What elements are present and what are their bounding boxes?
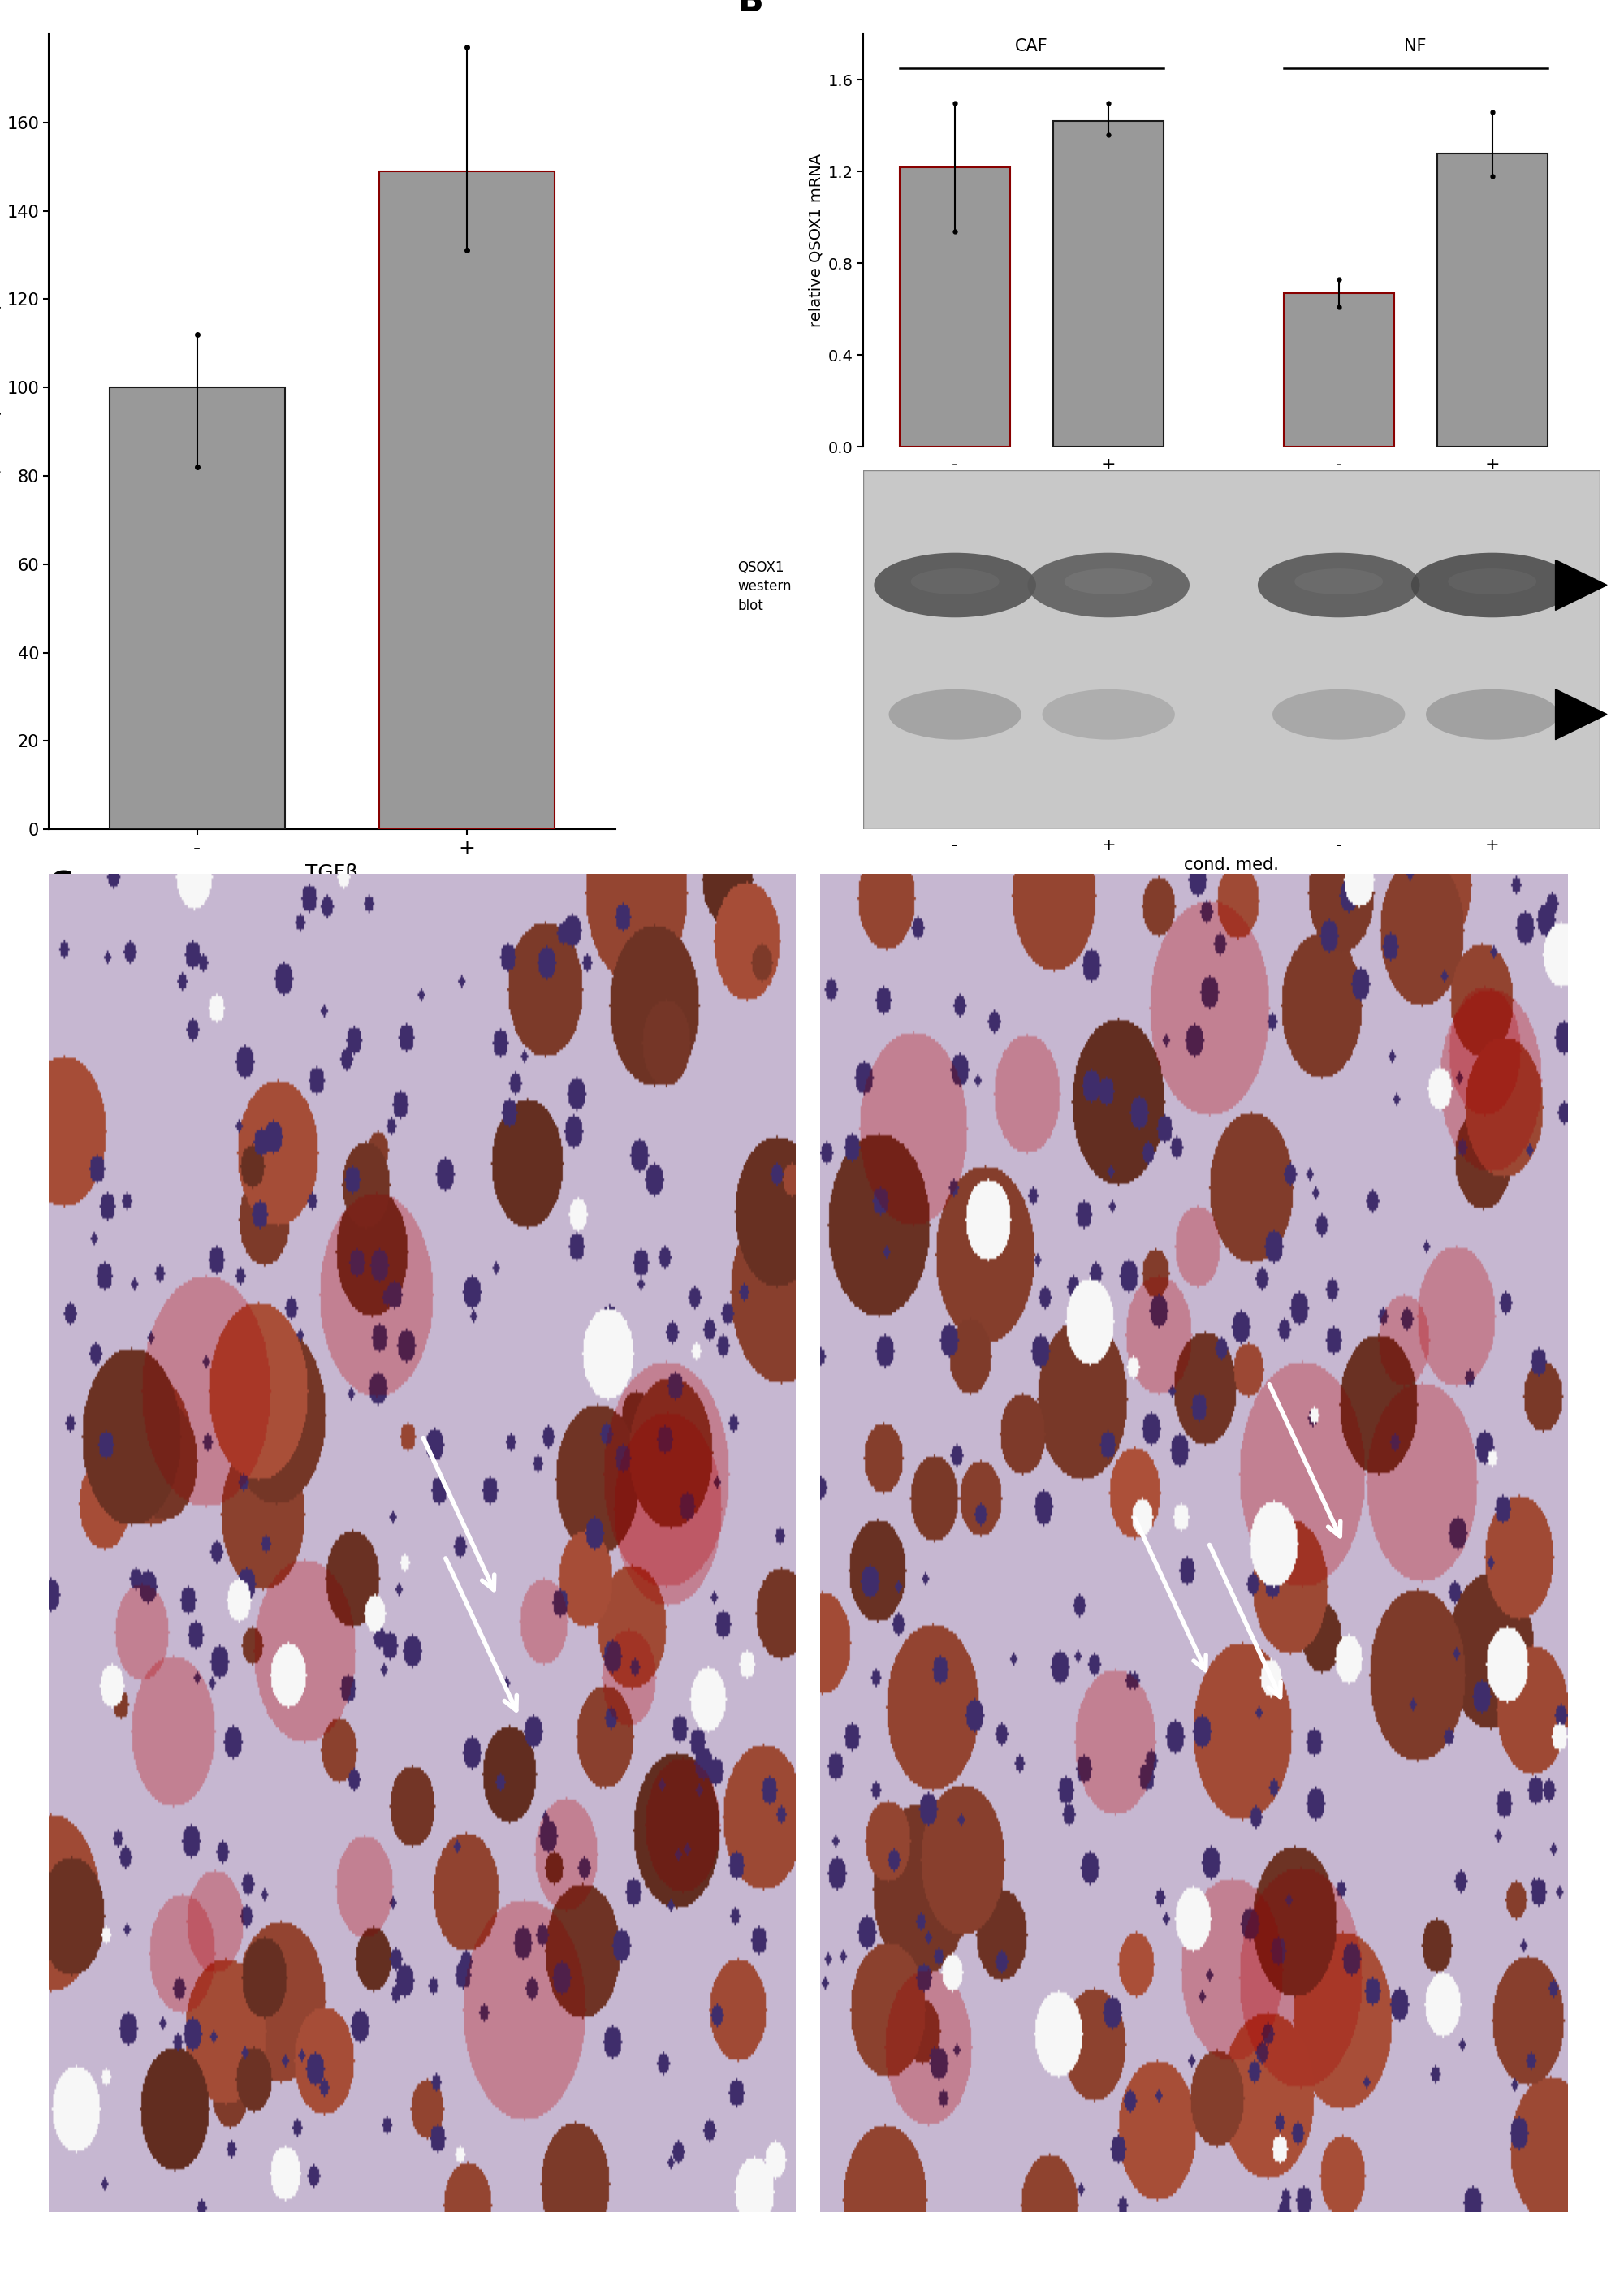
Bar [1054, 120, 1164, 447]
Ellipse shape [1273, 690, 1405, 740]
Bar [900, 168, 1010, 447]
Ellipse shape [1411, 554, 1574, 617]
Ellipse shape [911, 570, 999, 594]
X-axis label: TGFβ: TGFβ [305, 862, 359, 883]
Ellipse shape [1449, 570, 1536, 594]
Polygon shape [1556, 690, 1608, 740]
Text: QSOX1
western
blot: QSOX1 western blot [737, 560, 793, 613]
Ellipse shape [1426, 690, 1559, 740]
Text: C: C [49, 869, 73, 903]
Bar [1283, 293, 1393, 447]
Bar [380, 170, 555, 828]
Ellipse shape [888, 690, 1021, 740]
Ellipse shape [1294, 570, 1384, 594]
Bar [109, 388, 284, 828]
Ellipse shape [1028, 554, 1189, 617]
Ellipse shape [1064, 570, 1153, 594]
Ellipse shape [1043, 690, 1174, 740]
Y-axis label: secreted QSOX1 (% of control): secreted QSOX1 (% of control) [0, 302, 2, 560]
Polygon shape [1556, 560, 1608, 610]
Ellipse shape [1257, 554, 1419, 617]
Text: NF: NF [1405, 39, 1426, 54]
Y-axis label: relative QSOX1 mRNA: relative QSOX1 mRNA [809, 154, 823, 327]
Text: CAF: CAF [1015, 39, 1049, 54]
Ellipse shape [874, 554, 1036, 617]
Bar [1437, 154, 1548, 447]
Text: B: B [737, 0, 763, 18]
X-axis label: cond. med.: cond. med. [1184, 858, 1278, 874]
Text: *: * [460, 0, 474, 11]
